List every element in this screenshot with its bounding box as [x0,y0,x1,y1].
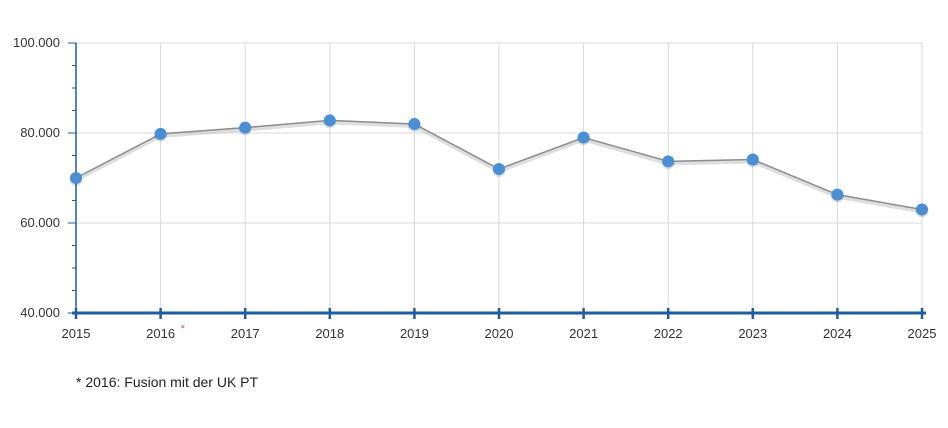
x-tick-label: 2023 [738,326,767,341]
x-tick-label: 2016 [146,326,175,341]
x-tick-label: 2022 [654,326,683,341]
x-tick-label: 2018 [315,326,344,341]
x-annotation-asterisk: * [181,323,186,335]
data-point [70,172,82,184]
data-point [746,153,759,166]
y-axis: 40.000 60.000 80.000 100.000 [13,35,77,320]
y-tick-label: 40.000 [20,305,60,320]
x-tick-label: 2019 [400,326,429,341]
data-point [916,203,928,216]
x-tick-label: 2021 [569,326,598,341]
footnote: * 2016: Fusion mit der UK PT [76,374,259,390]
data-point [323,114,336,127]
y-tick-label: 80.000 [20,125,60,140]
y-tick-label: 100.000 [13,35,60,50]
data-point [408,118,421,130]
data-point [831,188,844,201]
x-tick-label: 2024 [823,326,852,341]
data-series [69,114,929,218]
y-tick-label: 60.000 [20,215,60,230]
data-point [493,163,505,175]
data-point [239,121,252,134]
x-tick-label: 2025 [908,326,937,341]
x-tick-label: 2017 [231,326,260,341]
x-tick-label: 2020 [485,326,514,341]
x-axis: 2015 2016 * 2017 2018 2019 2020 2021 2022 2023 202… [62,308,937,341]
x-tick-label: 2015 [62,326,91,341]
data-point [662,155,675,168]
data-point [577,131,590,144]
data-point [154,127,167,140]
